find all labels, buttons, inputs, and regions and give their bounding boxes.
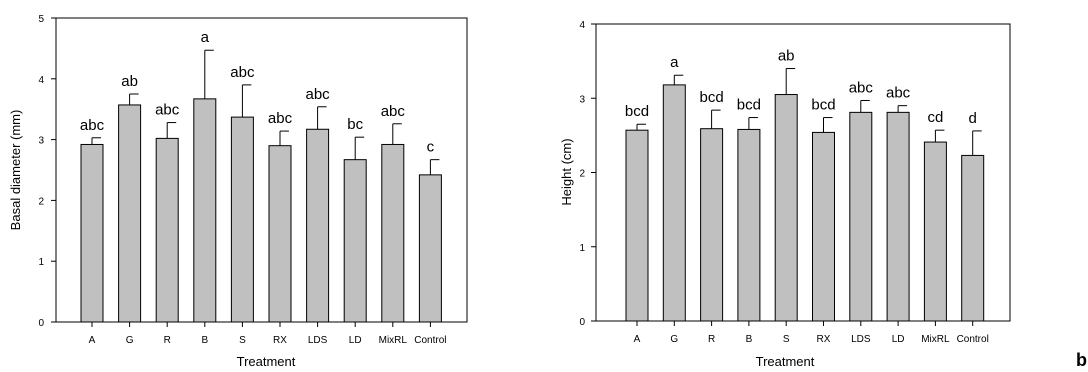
x-tick-label: LD bbox=[892, 334, 905, 345]
plot-frame bbox=[55, 17, 468, 323]
significance-letter: abc bbox=[886, 85, 911, 102]
x-tick-label: LDS bbox=[308, 335, 328, 346]
y-tick-label: 0 bbox=[38, 318, 44, 329]
significance-letter: d bbox=[969, 110, 977, 127]
significance-letter: bcd bbox=[625, 103, 649, 120]
significance-letter: ab bbox=[121, 73, 138, 90]
x-tick-label: A bbox=[89, 335, 96, 346]
bar bbox=[268, 145, 292, 323]
x-tick-label: B bbox=[746, 334, 753, 345]
x-tick-label: G bbox=[670, 334, 678, 345]
bar bbox=[418, 174, 442, 323]
x-tick-label: S bbox=[783, 334, 790, 345]
x-axis-label: Treatment bbox=[237, 354, 296, 369]
y-tick-label: 2 bbox=[38, 196, 44, 207]
y-tick-label: 4 bbox=[38, 75, 44, 86]
bar bbox=[230, 116, 254, 323]
significance-letter: bcd bbox=[700, 89, 724, 106]
y-tick-label: 3 bbox=[579, 94, 585, 105]
bar bbox=[700, 128, 724, 322]
significance-letter: abc bbox=[80, 117, 105, 134]
y-tick-label: 4 bbox=[579, 20, 585, 31]
y-axis-label: Height (cm) bbox=[559, 138, 574, 205]
y-tick-label: 1 bbox=[579, 243, 585, 254]
bar bbox=[80, 143, 104, 323]
x-tick-label: R bbox=[164, 335, 171, 346]
significance-letter: bc bbox=[347, 116, 363, 133]
bar bbox=[155, 137, 179, 323]
bar bbox=[625, 129, 649, 322]
x-tick-label: R bbox=[708, 334, 715, 345]
bar bbox=[381, 143, 405, 323]
x-tick-label: LDS bbox=[851, 334, 871, 345]
significance-letter: c bbox=[427, 139, 435, 156]
bar bbox=[961, 154, 985, 322]
x-tick-label: MixRL bbox=[921, 334, 950, 345]
x-tick-label: Control bbox=[414, 335, 446, 346]
significance-letter: bcd bbox=[737, 97, 761, 114]
y-tick-label: 0 bbox=[579, 317, 585, 328]
x-tick-label: LD bbox=[349, 335, 362, 346]
bar bbox=[886, 111, 910, 322]
y-tick-label: 2 bbox=[579, 169, 585, 180]
bar bbox=[118, 104, 142, 323]
bar bbox=[774, 94, 798, 322]
bar bbox=[737, 128, 761, 322]
bar bbox=[343, 159, 367, 323]
significance-letter: cd bbox=[927, 109, 943, 126]
y-tick-label: 5 bbox=[38, 14, 44, 25]
significance-letter: abc bbox=[230, 64, 255, 81]
plot-frame bbox=[595, 23, 1011, 322]
significance-letter: abc bbox=[381, 103, 406, 120]
bar bbox=[306, 128, 330, 323]
panel-label: b bbox=[1076, 350, 1087, 370]
x-tick-label: Control bbox=[957, 334, 989, 345]
y-tick-label: 1 bbox=[38, 257, 44, 268]
x-tick-label: G bbox=[126, 335, 134, 346]
bar bbox=[193, 98, 217, 323]
significance-letter: abc bbox=[155, 102, 180, 119]
y-tick-label: 3 bbox=[38, 136, 44, 147]
significance-letter: abc bbox=[268, 110, 293, 127]
significance-letter: abc bbox=[849, 79, 874, 96]
x-tick-label: A bbox=[634, 334, 641, 345]
x-axis-label: Treatment bbox=[756, 354, 815, 369]
significance-letter: a bbox=[201, 29, 210, 46]
bar bbox=[812, 131, 835, 322]
significance-letter: a bbox=[670, 54, 679, 71]
bar bbox=[662, 84, 686, 322]
bar bbox=[923, 141, 947, 322]
significance-letter: bcd bbox=[811, 97, 835, 114]
significance-letter: abc bbox=[306, 86, 331, 103]
x-tick-label: B bbox=[201, 335, 208, 346]
x-tick-label: RX bbox=[817, 334, 831, 345]
x-tick-label: MixRL bbox=[379, 335, 408, 346]
significance-letter: ab bbox=[778, 48, 795, 65]
y-axis-label: Basal diameter (mm) bbox=[8, 110, 23, 231]
bar bbox=[849, 111, 873, 322]
x-tick-label: RX bbox=[273, 335, 287, 346]
x-tick-label: S bbox=[239, 335, 246, 346]
